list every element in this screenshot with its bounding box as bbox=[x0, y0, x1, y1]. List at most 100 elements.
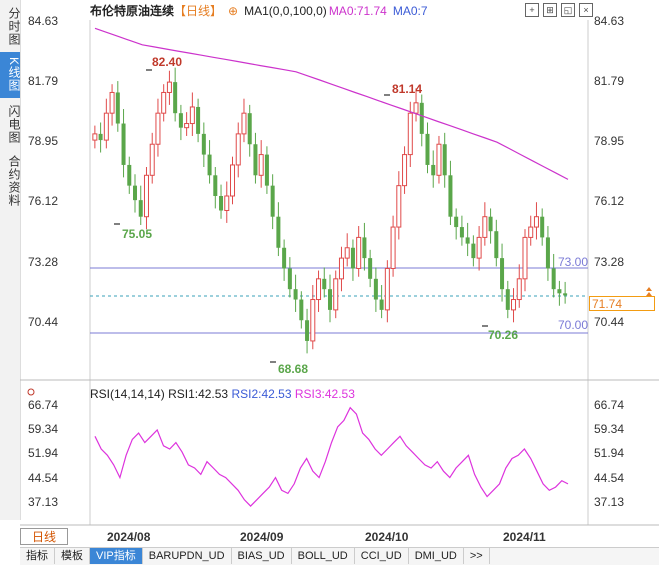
candle-body bbox=[247, 113, 252, 145]
candle-body bbox=[390, 226, 396, 269]
candle-body bbox=[322, 278, 327, 290]
settings-icon[interactable]: ⊕ bbox=[228, 4, 239, 18]
tab-indicators[interactable]: 指标 bbox=[20, 548, 55, 564]
tab-bias[interactable]: BIAS_UD bbox=[232, 548, 292, 564]
candle-body bbox=[459, 227, 464, 238]
rsi-line bbox=[94, 406, 569, 507]
price-axis-left-4: 73.28 bbox=[28, 255, 59, 269]
candle-body bbox=[545, 237, 550, 269]
period-badge[interactable]: 【日线】 bbox=[174, 4, 223, 18]
candle-body bbox=[505, 289, 510, 310]
candle-body bbox=[528, 226, 534, 238]
tab-cci[interactable]: CCI_UD bbox=[355, 548, 409, 564]
candle-body bbox=[253, 144, 258, 176]
candle-body bbox=[448, 175, 453, 217]
candle-body bbox=[133, 185, 138, 201]
price-axis-left-0: 84.63 bbox=[28, 14, 59, 28]
tab-timeshare[interactable]: 分时图 bbox=[7, 6, 21, 46]
ma-line bbox=[94, 27, 569, 180]
candle-body bbox=[184, 123, 190, 129]
candle-body bbox=[229, 164, 236, 197]
candle-body bbox=[149, 143, 155, 176]
tab-flash[interactable]: 闪电图 bbox=[7, 104, 21, 144]
bottom-indicator-tabs: 指标 模板 VIP指标 BARUPDN_UD BIAS_UD BOLL_UD CCI_UD D… bbox=[20, 547, 659, 565]
price-axis-left-1: 81.79 bbox=[28, 74, 59, 88]
add-window-icon[interactable]: + bbox=[525, 3, 539, 17]
candle-body bbox=[533, 216, 539, 228]
candle-body bbox=[368, 258, 373, 279]
candle-body bbox=[213, 175, 218, 196]
price-axis-right-0: 84.63 bbox=[594, 14, 625, 28]
candle-body bbox=[219, 196, 224, 211]
candle-body bbox=[419, 102, 424, 134]
tab-barupdn[interactable]: BARUPDN_UD bbox=[143, 548, 232, 564]
candle-body bbox=[551, 268, 556, 290]
candle-body bbox=[305, 320, 310, 341]
candle-body bbox=[425, 133, 430, 165]
candle-body bbox=[563, 293, 568, 296]
rsi-axis-left-2: 51.94 bbox=[28, 446, 59, 460]
candle-body bbox=[293, 289, 298, 300]
tab-kline[interactable]: K线图 bbox=[0, 52, 21, 98]
candle-body bbox=[121, 123, 126, 165]
tab-boll[interactable]: BOLL_UD bbox=[292, 548, 355, 564]
tab-dmi[interactable]: DMI_UD bbox=[409, 548, 464, 564]
candle-body bbox=[454, 216, 459, 228]
candle-body bbox=[276, 216, 281, 248]
instrument-title: 布伦特原油连续 bbox=[90, 4, 175, 18]
price-axis-left-2: 78.95 bbox=[28, 134, 59, 148]
candle-body bbox=[103, 112, 109, 141]
rsi-axis-left-3: 44.54 bbox=[28, 471, 59, 485]
candle-body bbox=[235, 133, 241, 166]
candle-body bbox=[494, 231, 499, 259]
price-axis-right-3: 76.12 bbox=[594, 194, 625, 208]
tab-vip-indicators[interactable]: VIP指标 bbox=[90, 548, 143, 564]
tab-contract-info[interactable]: 合约资料 bbox=[7, 155, 21, 207]
candle-body bbox=[431, 164, 436, 176]
candle-body bbox=[258, 154, 264, 176]
price-axis-right-5: 70.44 bbox=[594, 315, 625, 329]
candle-body bbox=[482, 216, 488, 238]
rsi-axis-right-1: 59.34 bbox=[594, 422, 625, 436]
candle-body bbox=[196, 106, 201, 134]
close-icon[interactable]: × bbox=[579, 3, 593, 17]
date-label-3: 2024/11 bbox=[503, 530, 546, 544]
candle-body bbox=[299, 299, 304, 321]
low-label-2: 68.68 bbox=[278, 362, 309, 376]
candle-body bbox=[384, 267, 390, 311]
candle-body bbox=[344, 247, 350, 259]
price-axis-right-2: 78.95 bbox=[594, 134, 625, 148]
candle-body bbox=[127, 164, 132, 186]
candle-body bbox=[92, 133, 98, 141]
period-selector[interactable]: 日线 bbox=[20, 528, 68, 545]
tab-more[interactable]: >> bbox=[464, 548, 490, 564]
window-controls: + ⊞ ◱ × bbox=[525, 2, 597, 17]
candle-body bbox=[488, 216, 493, 232]
candle-body bbox=[166, 81, 172, 93]
left-tab-strip: 分时图 K线图 闪电图 合约资料 bbox=[0, 0, 21, 520]
candle-body bbox=[516, 278, 522, 301]
candle-body bbox=[350, 247, 355, 269]
rsi-axis-right-0: 66.74 bbox=[594, 398, 625, 412]
rsi-settings-icon bbox=[27, 388, 35, 396]
date-label-0: 2024/08 bbox=[107, 530, 151, 544]
candle-body bbox=[224, 195, 230, 211]
restore-icon[interactable]: ◱ bbox=[561, 3, 575, 17]
zoom-icon[interactable]: ⊞ bbox=[543, 3, 557, 17]
candle-body bbox=[270, 185, 275, 217]
candles bbox=[92, 67, 568, 354]
candle-body bbox=[540, 216, 545, 238]
tab-templates[interactable]: 模板 bbox=[55, 548, 90, 564]
high-label-1: 82.40 bbox=[152, 55, 183, 69]
candle-body bbox=[413, 102, 419, 114]
candle-body bbox=[402, 154, 408, 187]
candle-body bbox=[241, 112, 247, 135]
price-axis-right-1: 81.79 bbox=[594, 74, 625, 88]
candle-body bbox=[522, 236, 528, 280]
candle-body bbox=[287, 268, 292, 290]
candle-body bbox=[282, 247, 287, 269]
candle-body bbox=[161, 91, 167, 114]
candle-body bbox=[207, 154, 212, 176]
date-label-1: 2024/09 bbox=[240, 530, 284, 544]
